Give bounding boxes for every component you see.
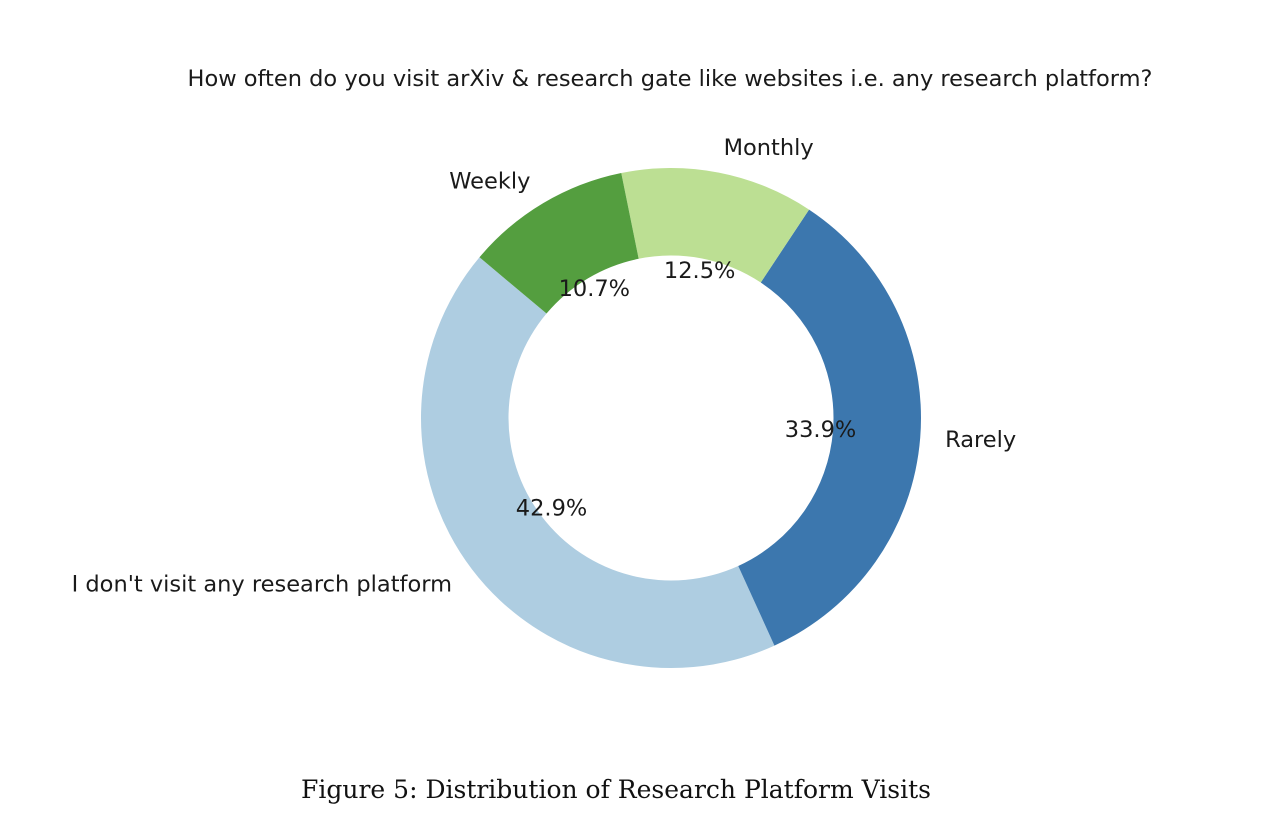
slice-percent-label: 33.9% xyxy=(785,417,856,443)
slice-category-label: Weekly xyxy=(449,169,530,195)
donut-slices xyxy=(420,167,921,669)
slice-percent-label: 42.9% xyxy=(516,496,587,522)
slice-percent-label: 10.7% xyxy=(559,276,630,302)
slice-category-label: Monthly xyxy=(724,135,814,161)
slice-percent-label: 12.5% xyxy=(664,258,735,284)
donut-slice xyxy=(738,209,921,646)
donut-slice xyxy=(479,173,639,314)
figure-caption: Figure 5: Distribution of Research Platf… xyxy=(301,775,931,804)
slice-category-label: I don't visit any research platform xyxy=(72,571,452,597)
slice-category-label: Rarely xyxy=(945,427,1016,453)
donut-labels: 42.9% I don't visit any research platform… xyxy=(72,135,1017,597)
chart-title: How often do you visit arXiv & research … xyxy=(187,66,1153,92)
donut-slice xyxy=(420,257,775,669)
donut-slice xyxy=(621,167,810,283)
